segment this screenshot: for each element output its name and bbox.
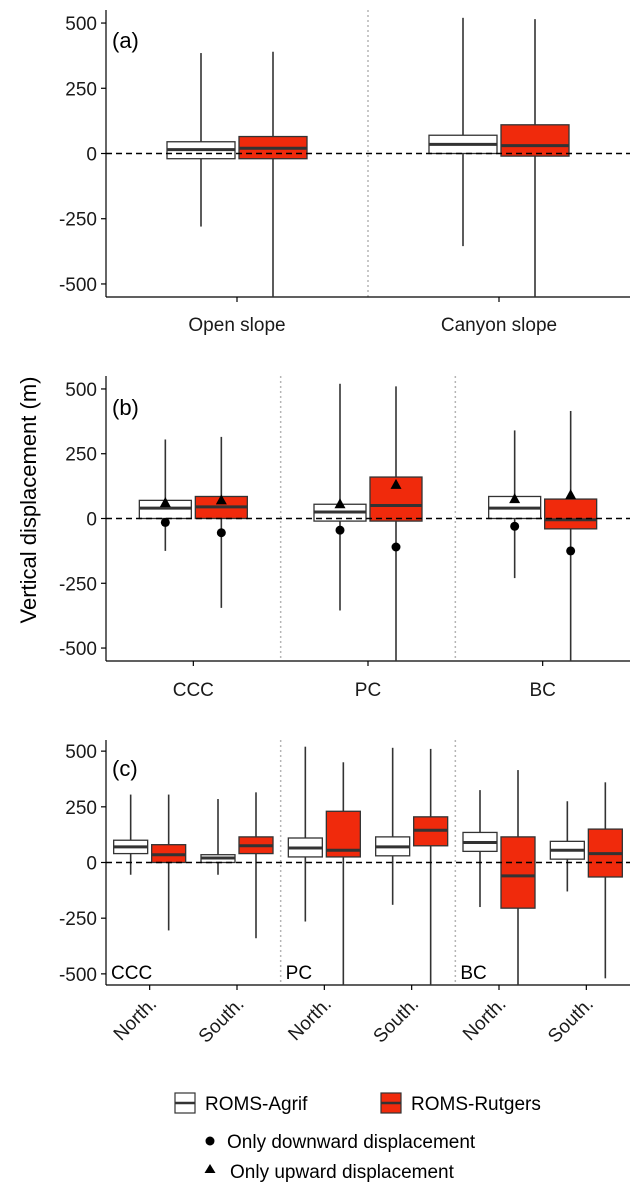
box-agrif — [549, 801, 585, 892]
panel-label: (b) — [112, 395, 139, 420]
downward-circle-marker — [510, 521, 520, 531]
x-tick-label: Open slope — [188, 315, 285, 336]
y-tick-label: 500 — [65, 14, 97, 35]
x-tick-label: PC — [355, 680, 381, 701]
group-label: CCC — [111, 963, 152, 984]
panel-3: 500 250 0 -250 -500 North. South. North. South. N… — [59, 740, 630, 1047]
box-rutgers — [500, 770, 536, 985]
box-agrif — [488, 430, 542, 579]
legend-item-agrif: ROMS-Agrif — [174, 1092, 308, 1115]
box-agrif — [138, 439, 192, 551]
x-tick-label: South. — [370, 994, 424, 1048]
box-rutgers — [413, 748, 449, 985]
box-rutgers — [369, 386, 423, 661]
downward-circle-marker — [566, 546, 576, 556]
panel-label: (a) — [112, 28, 139, 53]
y-tick-label: 500 — [65, 742, 97, 763]
panel-2: 500 250 0 -250 -500 CCC PC BC (b) — [59, 376, 630, 701]
box-iqr — [544, 498, 598, 530]
box-agrif — [113, 794, 149, 875]
y-tick-label: 250 — [65, 79, 97, 100]
box-agrif — [166, 53, 236, 227]
box-iqr — [500, 124, 570, 157]
panel-label: (c) — [112, 756, 138, 781]
box-agrif — [462, 790, 498, 908]
x-tick-label: North. — [284, 994, 335, 1045]
y-tick-label: 0 — [86, 145, 97, 166]
group-label: PC — [286, 963, 312, 984]
legend: ROMS-Agrif ROMS-Rutgers Only downward di… — [174, 1092, 541, 1183]
x-tick-label: South. — [544, 994, 598, 1048]
upward-triangle-marker — [390, 478, 402, 489]
downward-circle-marker — [216, 528, 226, 538]
y-tick-label: 0 — [86, 854, 97, 875]
legend-label-rutgers: ROMS-Rutgers — [411, 1094, 541, 1115]
downward-circle-marker — [391, 542, 401, 552]
upward-triangle-marker — [334, 498, 346, 509]
group-label: BC — [460, 963, 486, 984]
box-agrif — [375, 747, 411, 905]
x-tick-label: North. — [459, 994, 510, 1045]
x-tick-label: CCC — [173, 680, 214, 701]
upward-triangle-marker — [159, 496, 171, 507]
panel-1: 500 250 0 -250 -500 Open slope Canyon slope (a) — [59, 10, 630, 336]
box-rutgers — [587, 782, 623, 979]
legend-label-down: Only downward displacement — [227, 1132, 476, 1153]
box-rutgers — [151, 794, 187, 931]
y-axis-title: Vertical displacement (m) — [16, 377, 41, 624]
box-rutgers — [194, 436, 248, 608]
y-tick-label: -500 — [59, 275, 97, 296]
x-tick-label: South. — [195, 994, 249, 1048]
legend-item-down: Only downward displacement — [205, 1132, 476, 1153]
upward-triangle-marker — [509, 493, 521, 504]
box-agrif — [428, 17, 498, 247]
box-rutgers — [238, 792, 274, 939]
y-tick-label: -250 — [59, 909, 97, 930]
box-rutgers — [544, 410, 598, 661]
box-rutgers — [325, 762, 361, 985]
box-iqr — [500, 836, 536, 909]
legend-label-up: Only upward displacement — [230, 1162, 455, 1183]
downward-circle-marker — [335, 525, 345, 535]
y-tick-label: 0 — [86, 510, 97, 531]
y-tick-label: -250 — [59, 210, 97, 231]
legend-circle-marker — [205, 1136, 215, 1146]
legend-label-agrif: ROMS-Agrif — [205, 1094, 308, 1115]
box-agrif — [287, 746, 323, 922]
box-agrif — [313, 383, 367, 611]
y-tick-label: 250 — [65, 445, 97, 466]
x-tick-label: Canyon slope — [441, 315, 557, 336]
y-tick-label: -250 — [59, 574, 97, 595]
legend-item-rutgers: ROMS-Rutgers — [380, 1092, 541, 1115]
y-tick-label: -500 — [59, 965, 97, 986]
box-rutgers — [500, 19, 570, 297]
y-tick-label: 500 — [65, 380, 97, 401]
legend-triangle-marker — [204, 1164, 216, 1173]
x-tick-label: BC — [529, 680, 555, 701]
box-rutgers — [238, 51, 308, 297]
y-tick-label: -500 — [59, 639, 97, 660]
x-tick-label: North. — [110, 994, 161, 1045]
y-tick-label: 250 — [65, 798, 97, 819]
box-agrif — [200, 799, 236, 875]
upward-triangle-marker — [215, 494, 227, 505]
legend-item-up: Only upward displacement — [204, 1162, 455, 1183]
upward-triangle-marker — [565, 489, 577, 500]
downward-circle-marker — [160, 517, 170, 527]
